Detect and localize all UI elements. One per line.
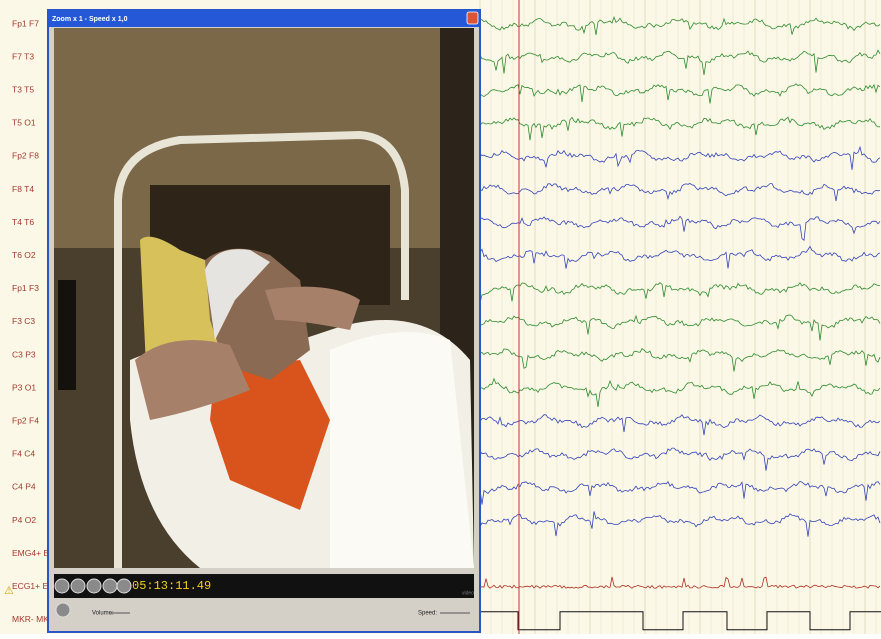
button-settings[interactable] <box>56 603 70 617</box>
video-window[interactable]: Zoom x 1 - Speed x 1,0 05:13:11.4 <box>48 10 480 632</box>
channel-label: Fp2 F8 <box>12 151 39 161</box>
channel-label: P4 O2 <box>12 515 36 525</box>
channel-label: F7 T3 <box>12 51 34 61</box>
channel-label: C4 P4 <box>12 482 36 492</box>
channel-label: F8 T4 <box>12 184 34 194</box>
speed-label: Speed: <box>418 611 437 617</box>
channel-label: T3 T5 <box>12 84 34 94</box>
warning-icon: ⚠ <box>4 585 14 597</box>
channel-label: T4 T6 <box>12 217 34 227</box>
time-display: 05:13:11.49 <box>132 579 211 593</box>
button-record[interactable] <box>117 579 131 593</box>
channel-label: F4 C4 <box>12 449 35 459</box>
volume-label: Volume: <box>92 611 114 617</box>
button-play[interactable] <box>87 579 101 593</box>
channel-label: P3 O1 <box>12 382 36 392</box>
status-text: video <box>462 590 474 596</box>
video-frame <box>54 28 474 568</box>
eeg-viewer: Fp1 F7 F7 T3 T3 T5 T5 O1 Fp2 F8 F8 T4 T4 T6 T6 … <box>0 0 881 634</box>
channel-label: F3 C3 <box>12 316 35 326</box>
transport-buttons <box>55 579 131 593</box>
channel-label: T6 O2 <box>12 250 36 260</box>
button-prev[interactable] <box>71 579 85 593</box>
channel-label: T5 O1 <box>12 118 36 128</box>
close-button[interactable] <box>467 12 478 24</box>
channel-label: C3 P3 <box>12 349 36 359</box>
channel-label: Fp2 F4 <box>12 415 39 425</box>
button-first[interactable] <box>55 579 69 593</box>
button-next[interactable] <box>103 579 117 593</box>
window-title: Zoom x 1 - Speed x 1,0 <box>52 16 128 23</box>
channel-label: Fp1 F7 <box>12 18 39 28</box>
channel-label: Fp1 F3 <box>12 283 39 293</box>
